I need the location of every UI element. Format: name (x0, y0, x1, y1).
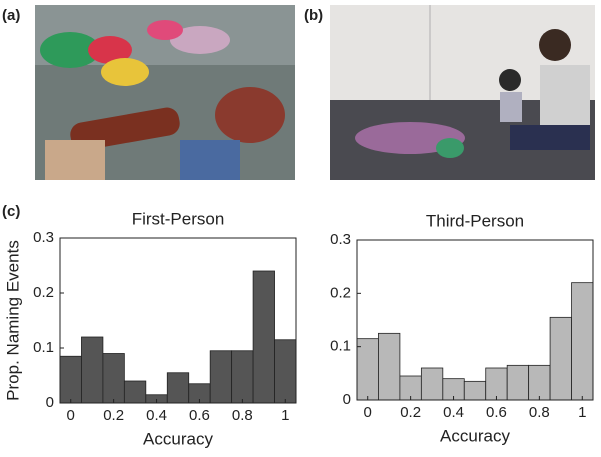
panel-label: (b) (304, 7, 323, 24)
y-tick-label: 0.1 (33, 339, 54, 356)
x-tick-label: 1 (578, 404, 586, 421)
bar (102, 353, 125, 404)
x-tick-label: 0.4 (146, 407, 167, 424)
x-tick-label: 0.8 (529, 404, 550, 421)
bar (356, 338, 379, 401)
y-tick-label: 0.3 (330, 231, 351, 248)
bar (506, 364, 530, 401)
bar (485, 367, 508, 401)
photo-first-person (35, 5, 295, 180)
panel-label: (a) (2, 7, 20, 24)
x-tick-label: 0.8 (232, 407, 253, 424)
y-tick-label: 0.2 (330, 284, 351, 301)
panel-label: (c) (2, 203, 20, 220)
chart-title: Third-Person (426, 211, 524, 230)
bar (463, 380, 487, 401)
x-tick-label: 0.4 (443, 404, 464, 421)
x-axis-label: Accuracy (440, 426, 510, 445)
bar (209, 350, 233, 404)
y-tick-label: 0 (46, 394, 54, 411)
y-tick-label: 0.1 (330, 338, 351, 355)
y-tick-label: 0.2 (33, 284, 54, 301)
y-tick-label: 0 (343, 391, 351, 408)
bar (81, 336, 104, 404)
bar (420, 367, 444, 401)
x-tick-label: 0.2 (103, 407, 124, 424)
bar (231, 350, 254, 404)
bar (59, 355, 82, 404)
bar (274, 339, 297, 404)
bar (252, 270, 275, 404)
y-axis-label: Prop. Naming Events (3, 240, 22, 401)
bar (123, 380, 147, 404)
photo-third-person (330, 5, 595, 180)
chart-title: First-Person (132, 209, 225, 228)
x-tick-label: 0 (364, 404, 372, 421)
x-tick-label: 0.6 (189, 407, 210, 424)
x-tick-label: 0 (67, 407, 75, 424)
x-tick-label: 0.6 (486, 404, 507, 421)
x-axis-label: Accuracy (143, 429, 213, 448)
plot-frame (59, 237, 297, 404)
bar (571, 282, 594, 401)
x-tick-label: 1 (281, 407, 289, 424)
bar (549, 316, 572, 401)
y-tick-label: 0.3 (33, 229, 54, 246)
bar (528, 364, 551, 401)
plot-frame (356, 239, 594, 401)
bar (378, 332, 401, 401)
bar (166, 372, 190, 404)
x-tick-label: 0.2 (400, 404, 421, 421)
